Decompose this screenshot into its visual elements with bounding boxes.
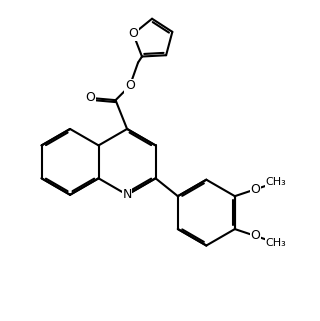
Text: O: O (85, 91, 95, 104)
Text: N: N (122, 188, 132, 201)
Text: O: O (125, 79, 135, 92)
Text: CH₃: CH₃ (266, 238, 286, 248)
Text: O: O (251, 183, 260, 196)
Text: O: O (251, 230, 260, 242)
Text: O: O (128, 28, 138, 40)
Text: CH₃: CH₃ (266, 178, 286, 187)
